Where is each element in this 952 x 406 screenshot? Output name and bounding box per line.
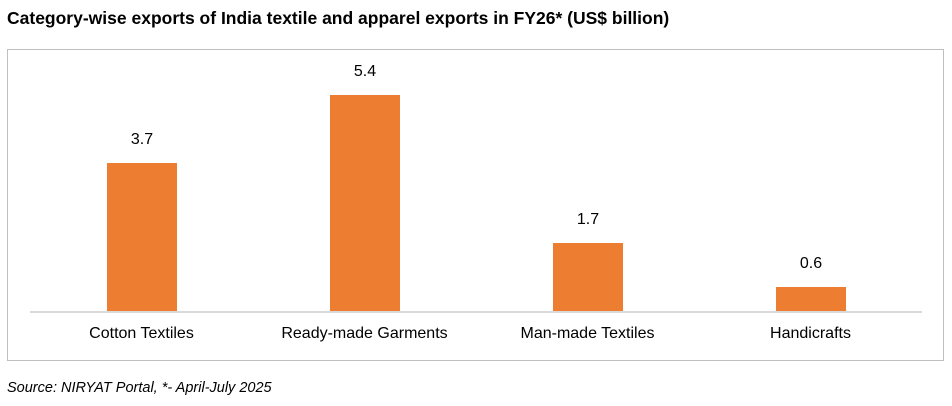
- data-label-cotton-textiles: 3.7: [130, 131, 154, 148]
- data-label-ready-made-garments: 5.4: [353, 63, 377, 80]
- bar-handicrafts: [776, 287, 846, 311]
- data-label-handicrafts: 0.6: [799, 255, 823, 272]
- x-tick-label-man-made-textiles: Man-made Textiles: [520, 325, 655, 342]
- bar-man-made-textiles: [553, 243, 623, 311]
- data-label-man-made-textiles: 1.7: [576, 211, 600, 228]
- x-tick-label-cotton-textiles: Cotton Textiles: [89, 325, 194, 342]
- x-axis-line: [30, 311, 922, 313]
- chart-frame: 3.7 5.4 1.7 0.6 Cotton Textiles Ready-ma…: [7, 49, 944, 361]
- source-note: Source: NIRYAT Portal, *- April-July 202…: [7, 380, 272, 396]
- x-tick-label-handicrafts: Handicrafts: [770, 325, 851, 342]
- bar-cotton-textiles: [107, 163, 177, 311]
- chart-title: Category-wise exports of India textile a…: [7, 8, 670, 28]
- x-tick-label-ready-made-garments: Ready-made Garments: [281, 325, 448, 342]
- bar-ready-made-garments: [330, 95, 400, 311]
